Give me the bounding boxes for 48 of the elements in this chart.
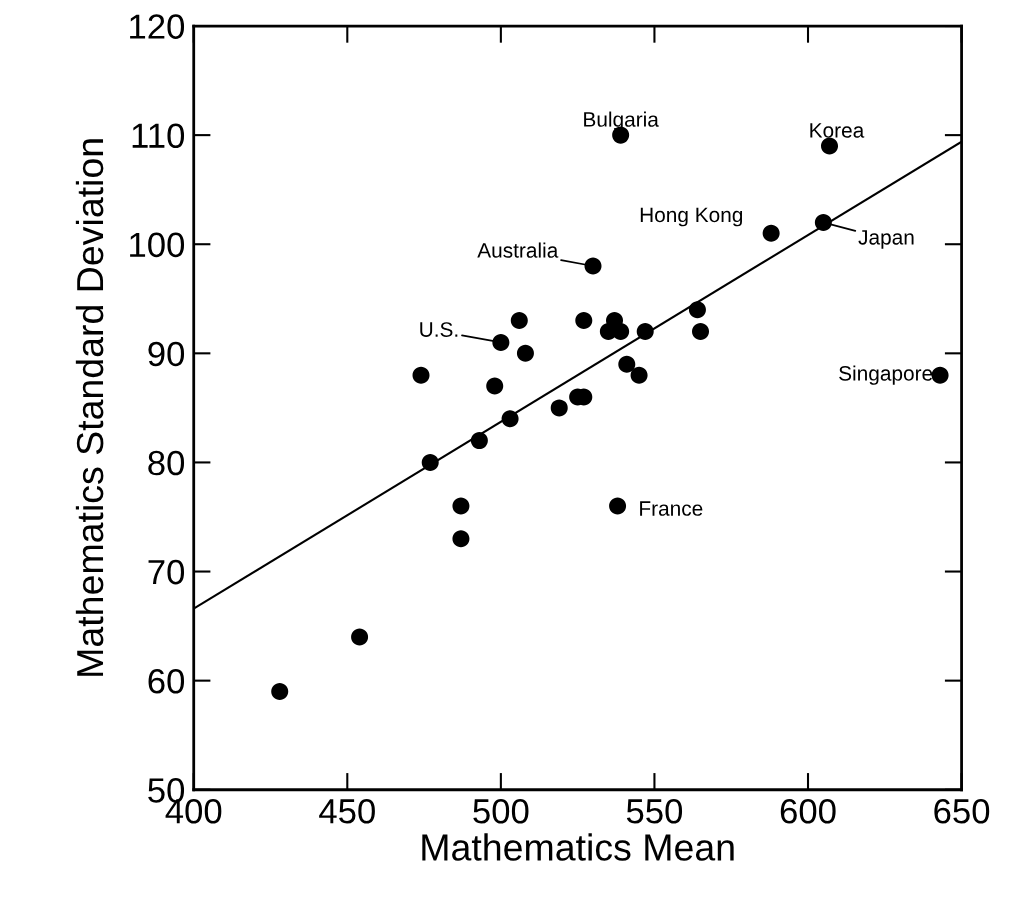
- point: [550, 399, 568, 417]
- point: [821, 137, 839, 155]
- annotation: U.S.: [420, 322, 458, 337]
- annotation: Singapore: [839, 365, 933, 385]
- y-tick-label: 70: [148, 559, 185, 585]
- point: [692, 323, 710, 341]
- annotation: Australia: [477, 242, 559, 258]
- point: [501, 410, 519, 428]
- point: [584, 257, 602, 275]
- point: [492, 333, 510, 351]
- point: [688, 301, 706, 319]
- y-tick-label: 60: [148, 668, 185, 694]
- point: [630, 366, 648, 384]
- y-tick-label: 100: [130, 232, 185, 258]
- point: [271, 683, 289, 701]
- annotation: Japan: [858, 230, 914, 249]
- y-tick-label: 90: [148, 341, 185, 367]
- point: [452, 497, 470, 515]
- point: [575, 312, 593, 330]
- point: [762, 224, 780, 242]
- point: [470, 432, 488, 450]
- x-tick-label: 550: [626, 799, 683, 824]
- annotation: Bulgaria: [584, 111, 659, 131]
- point: [421, 453, 439, 471]
- x-tick-label: 500: [473, 799, 529, 824]
- annotation: Hong Kong: [640, 207, 743, 227]
- point: [931, 366, 949, 384]
- point: [351, 628, 369, 646]
- point: [412, 366, 430, 384]
- point: [609, 497, 627, 515]
- annotation: Korea: [810, 123, 865, 138]
- x-tick-label: 600: [780, 799, 836, 824]
- point: [452, 530, 470, 548]
- y-tick-label: 120: [130, 14, 185, 39]
- point: [636, 323, 654, 341]
- y-axis-title: Mathematics Standard Deviation: [75, 139, 104, 676]
- x-axis-title: Mathematics Mean: [422, 833, 734, 861]
- y-tick-label: 110: [132, 123, 185, 149]
- point: [486, 377, 504, 395]
- point: [618, 355, 636, 373]
- x-tick-label: 450: [319, 799, 375, 824]
- point: [516, 344, 534, 362]
- x-tick-label: 650: [934, 799, 990, 824]
- point: [814, 213, 832, 231]
- annotation: France: [640, 501, 703, 516]
- point: [510, 312, 528, 330]
- point: [612, 323, 630, 341]
- y-tick-label: 80: [148, 450, 185, 476]
